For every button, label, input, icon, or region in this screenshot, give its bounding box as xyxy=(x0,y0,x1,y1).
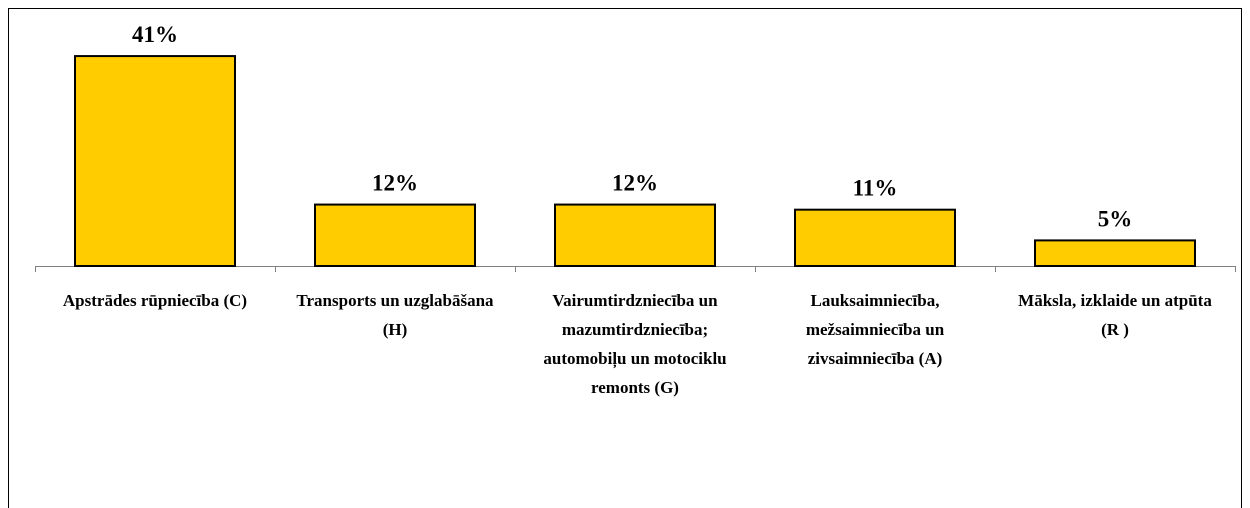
x-tick-label: Lauksaimniecība, mežsaimniecība un zivsa… xyxy=(805,291,945,368)
bar xyxy=(74,55,236,267)
x-tick-label: Vairumtirdzniecība un mazumtirdzniecība;… xyxy=(543,291,727,397)
value-label: 5% xyxy=(1098,206,1133,231)
x-tick-label: Apstrādes rūpniecība (C) xyxy=(62,291,248,310)
chart-frame xyxy=(8,8,1242,508)
value-label: 12% xyxy=(612,171,658,196)
bar xyxy=(554,203,716,267)
bar xyxy=(1034,239,1196,267)
x-tick-label: Transports un uzglabāšana (H) xyxy=(296,291,494,339)
value-label: 12% xyxy=(372,171,418,196)
x-tick-label: Māksla, izklaide un atpūta (R ) xyxy=(1018,291,1212,339)
value-label: 41% xyxy=(132,22,178,47)
value-label: 11% xyxy=(853,176,898,201)
bar xyxy=(794,208,956,267)
bar xyxy=(314,203,476,267)
